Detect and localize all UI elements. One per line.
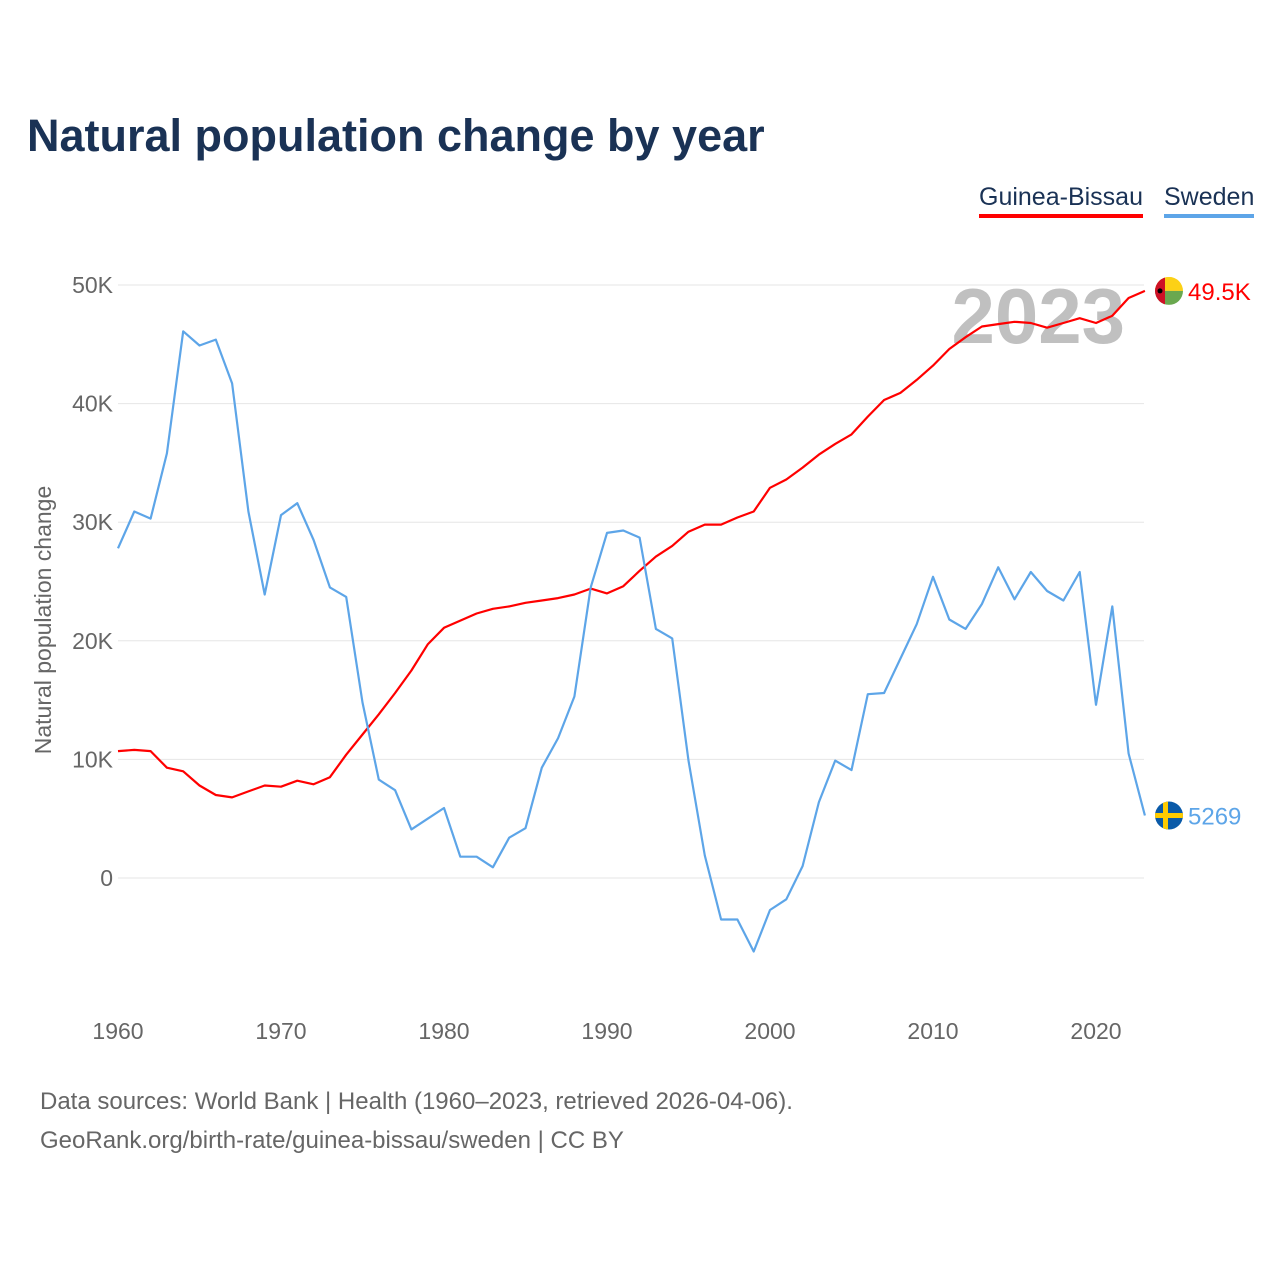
y-tick-label: 0 (100, 865, 113, 891)
y-tick-label: 20K (72, 628, 114, 654)
x-tick-label: 2000 (744, 1018, 795, 1044)
x-tick-label: 1980 (418, 1018, 469, 1044)
x-tick-label: 2010 (907, 1018, 958, 1044)
end-value-label-guinea-bissau: 49.5K (1188, 279, 1251, 306)
year-watermark: 2023 (951, 272, 1125, 360)
series-line-guinea-bissau (117, 289, 1146, 799)
y-axis-title: Natural population change (30, 486, 56, 755)
y-tick-label: 50K (72, 272, 114, 298)
sweden-flag-icon (1155, 801, 1183, 830)
x-tick-label: 1990 (581, 1018, 632, 1044)
y-tick-label: 40K (72, 391, 114, 417)
x-tick-label: 2020 (1070, 1018, 1121, 1044)
data-source-text: Data sources: World Bank | Health (1960–… (40, 1088, 793, 1115)
y-tick-label: 30K (72, 509, 114, 535)
chart-title: Natural population change by year (27, 110, 765, 161)
x-tick-label: 1960 (92, 1018, 143, 1044)
attribution-link[interactable]: GeoRank.org/birth-rate/guinea-bissau/swe… (40, 1127, 624, 1154)
series-line-sweden (116, 330, 1146, 953)
y-tick-label: 10K (72, 746, 114, 772)
legend-item-sweden[interactable]: Sweden (1164, 183, 1255, 218)
x-tick-label: 1970 (255, 1018, 306, 1044)
legend-item-guinea-bissau[interactable]: Guinea-Bissau (979, 183, 1143, 218)
end-value-label-sweden: 5269 (1188, 804, 1241, 831)
guinea-bissau-flag-icon (1155, 276, 1183, 305)
